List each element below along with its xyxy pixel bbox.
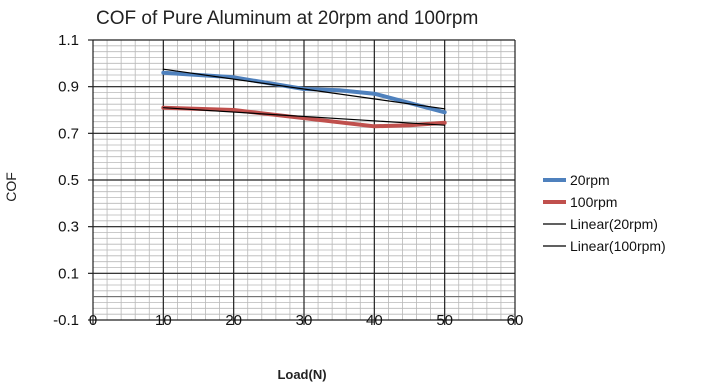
x-tick-label: 50 <box>436 312 453 329</box>
x-axis-label: Load(N) <box>277 367 326 382</box>
series-layer <box>161 68 447 129</box>
legend-label-1: 100rpm <box>570 194 617 210</box>
y-tick-label: 0.9 <box>58 79 79 96</box>
y-tick-label: -0.1 <box>53 312 79 329</box>
tick-labels: 1.1 0.9 0.7 0.5 0.3 0.1 -0.1 0 10 20 30 40 50 60 <box>53 32 523 329</box>
legend-label-3: Linear(100rpm) <box>570 238 666 254</box>
y-axis-label: COF <box>3 172 19 202</box>
x-tick-label: 40 <box>366 312 383 329</box>
x-tick-label: 60 <box>507 312 524 329</box>
series-line-1 <box>161 105 447 129</box>
chart-title: COF of Pure Aluminum at 20rpm and 100rpm <box>96 8 478 29</box>
legend-label-0: 20rpm <box>570 172 610 188</box>
x-tick-label: 30 <box>296 312 313 329</box>
y-tick-label: 1.1 <box>58 32 79 49</box>
major-gridlines <box>88 39 516 325</box>
series-line-3 <box>162 107 446 126</box>
series-line-2 <box>162 68 446 110</box>
y-tick-label: 0.1 <box>58 265 79 282</box>
x-tick-label: 0 <box>89 312 97 329</box>
y-tick-label: 0.3 <box>58 219 79 236</box>
x-tick-label: 20 <box>225 312 242 329</box>
legend: 20rpm 100rpm Linear(20rpm) Linear(100rpm) <box>543 172 666 254</box>
series-line-0 <box>161 70 447 115</box>
y-tick-label: 0.5 <box>58 172 79 189</box>
legend-label-2: Linear(20rpm) <box>570 216 658 232</box>
x-tick-label: 10 <box>155 312 172 329</box>
y-tick-label: 0.7 <box>58 125 79 142</box>
